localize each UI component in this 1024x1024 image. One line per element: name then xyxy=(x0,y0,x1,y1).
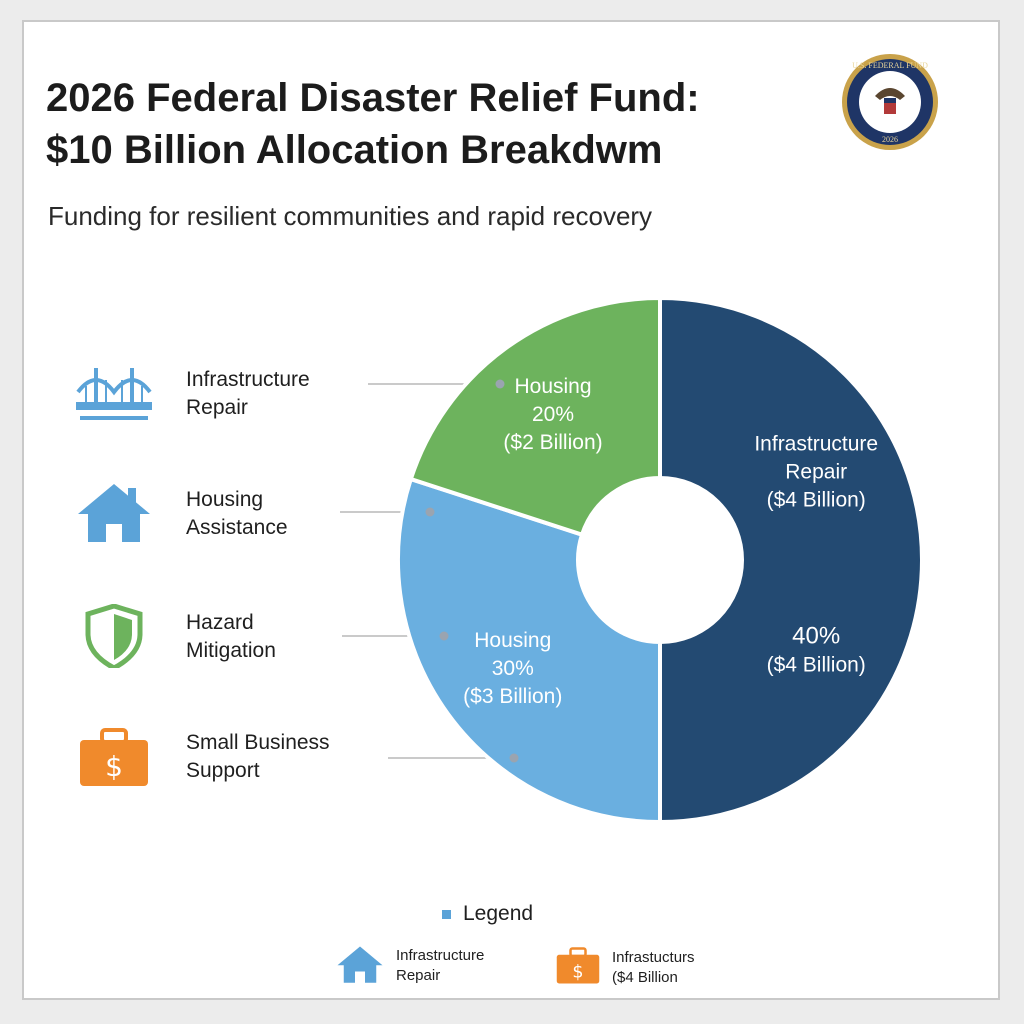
legend-item-1: Infrastructure Repair xyxy=(396,946,526,986)
extra-label-1-line-1: ($4 Billion) xyxy=(767,653,866,676)
legend-swatch xyxy=(442,909,451,919)
house-icon xyxy=(78,484,150,542)
seal-shield-chief xyxy=(884,98,896,103)
seal-text-bottom: 2026 xyxy=(882,135,898,144)
pie-slice-2 xyxy=(408,295,662,538)
legend-item-line: Repair xyxy=(396,967,441,984)
slice-label-2-line-0: Housing xyxy=(514,375,591,398)
chart-slice-labels: Housing 30% ($3 Billion) Housing 20% ($2 Bill… xyxy=(463,375,878,708)
svg-text:$: $ xyxy=(105,750,123,783)
category-label-line: Hazard xyxy=(186,611,254,634)
legend-item-2: Infrastucturs ($4 Billion xyxy=(612,948,742,988)
leader-dot-1 xyxy=(425,507,435,517)
leader-dot-0 xyxy=(495,379,505,389)
category-label-line: Support xyxy=(186,759,260,782)
category-label-line: Repair xyxy=(186,396,248,419)
pie-slice-1 xyxy=(396,476,662,825)
leader-dot-3 xyxy=(509,753,519,763)
extra-label-0-line-1: Repair xyxy=(785,461,847,484)
legend-title-text: Legend xyxy=(463,902,534,925)
briefcase-dollar-icon: $ xyxy=(80,728,148,786)
category-label-line: Infrastructure xyxy=(186,368,310,391)
leader-dot-2 xyxy=(439,631,449,641)
category-label-line: Assistance xyxy=(186,516,288,539)
chart-subtitle: Funding for resilient communities and ra… xyxy=(48,201,653,231)
seal-text-top: U.S. FEDERAL FUND xyxy=(852,61,928,70)
category-label-line: Small Business xyxy=(186,731,330,754)
category-label-hazard: Hazard Mitigation xyxy=(186,609,386,665)
legend-item-line: ($4 Billion xyxy=(612,969,678,986)
title-line-1: 2026 Federal Disaster Relief Fund: xyxy=(46,76,700,120)
house-icon xyxy=(337,946,383,983)
extra-label-1-line-0: 40% xyxy=(792,622,840,649)
slice-label-2-line-1: 20% xyxy=(532,403,574,426)
category-label-housing: Housing Assistance xyxy=(186,486,386,542)
legend-item-line: Infrastructure xyxy=(396,947,485,964)
slice-label-2-line-2: ($2 Billion) xyxy=(503,431,602,454)
category-label-line: Housing xyxy=(186,488,264,511)
legend-item-line: Infrastucturs xyxy=(612,949,695,966)
slice-label-1-line-1: 30% xyxy=(492,657,534,680)
chart-slices xyxy=(396,295,924,825)
category-label-line: Mitigation xyxy=(186,639,276,662)
briefcase-dollar-icon: $ xyxy=(556,947,600,984)
title-line-2: $10 Billion Allocation Breakdwm xyxy=(46,128,663,172)
extra-label-0-line-2: ($4 Billion) xyxy=(767,489,866,512)
eagle-wings-icon xyxy=(875,88,905,100)
extra-label-0-line-0: Infrastructure xyxy=(754,433,878,456)
chart-title: 2026 Federal Disaster Relief Fund: $10 B… xyxy=(46,72,806,176)
legend-title: Legend xyxy=(442,902,533,926)
slice-label-1-line-2: ($3 Billion) xyxy=(463,685,562,708)
slice-label-1-line-0: Housing xyxy=(474,629,551,652)
category-label-infrastructure: Infrastructure Repair xyxy=(186,366,386,422)
category-label-small-business: Small Business Support xyxy=(186,729,386,785)
bridge-icon xyxy=(76,368,152,420)
shield-icon xyxy=(85,604,143,668)
federal-seal: U.S. FEDERAL FUND 2026 xyxy=(842,54,938,150)
pie-slice-0 xyxy=(658,295,924,825)
svg-text:$: $ xyxy=(572,962,583,982)
